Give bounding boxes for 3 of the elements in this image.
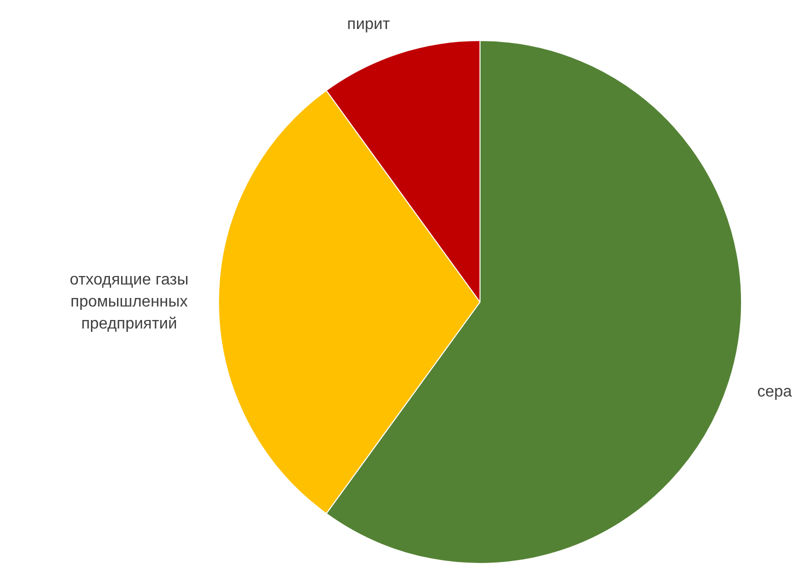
slice-label: отходящие газы промышленных предприятий [70,271,189,332]
slice-label: пирит [347,16,391,34]
slice-label: сера [757,383,792,400]
